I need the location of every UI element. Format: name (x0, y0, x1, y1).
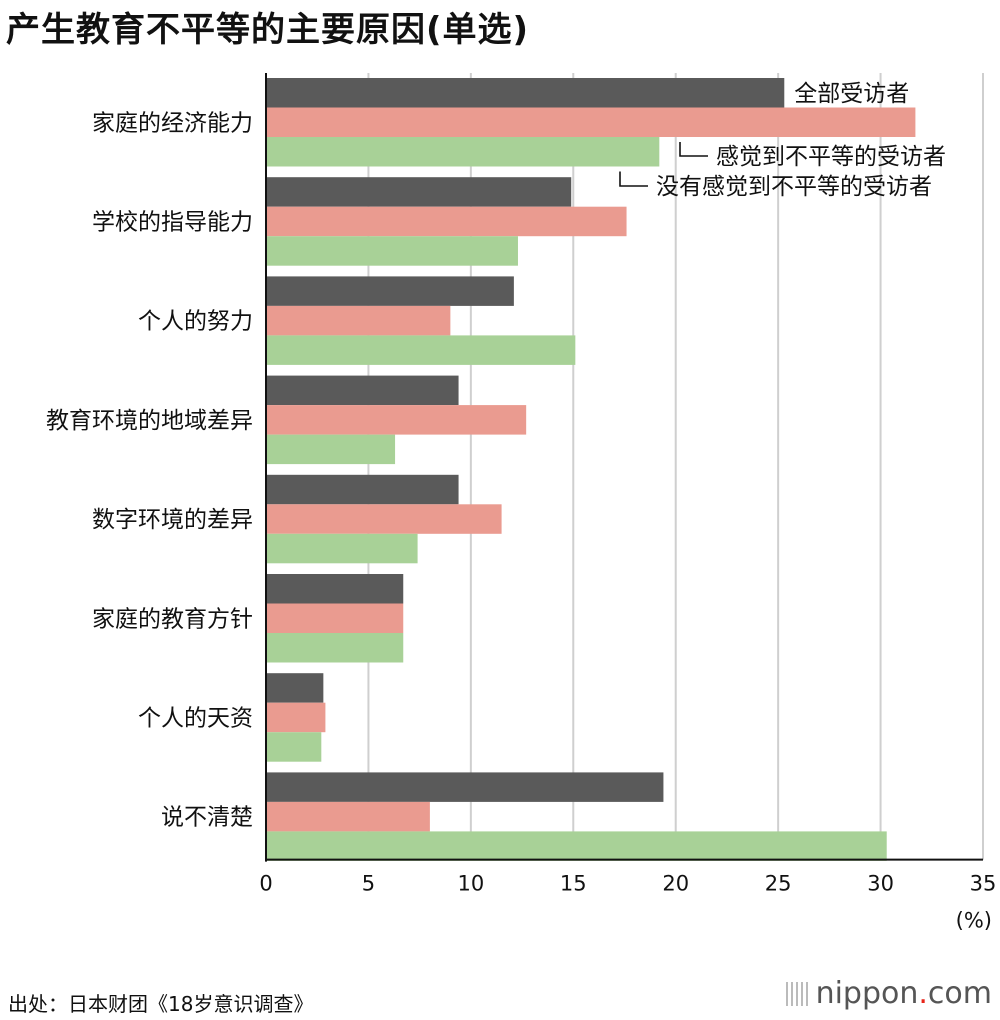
x-tick-label: 35 (970, 872, 997, 896)
x-tick-label: 15 (560, 872, 587, 896)
legend-label-felt: 感觉到不平等的受访者 (716, 144, 946, 170)
bar-chart: 0 5 10 15 20 25 30 35 (%) 家庭的经济能力学校的指导能力个人的努力教育环境… (46, 73, 997, 933)
x-tick-label: 30 (867, 872, 894, 896)
x-axis-unit-label: (%) (956, 909, 992, 933)
bar (266, 702, 326, 733)
bar (266, 673, 324, 703)
category-label: 家庭的教育方针 (92, 606, 253, 632)
x-tick-label: 20 (662, 872, 689, 896)
bar (266, 772, 664, 802)
bar (266, 206, 627, 237)
bar (266, 434, 396, 465)
legend-leader-line (619, 171, 648, 187)
bar (266, 732, 322, 762)
bar (266, 533, 418, 564)
category-label: 说不清楚 (161, 805, 253, 831)
x-tick-label: 0 (259, 872, 272, 896)
nippon-logo: nippon. com (785, 976, 992, 1011)
category-label: 家庭的经济能力 (92, 110, 253, 136)
source-note: 出处：日本财团《18岁意识调查》 (8, 992, 314, 1016)
category-label: 学校的指导能力 (92, 209, 253, 235)
category-label: 个人的天资 (138, 705, 253, 731)
bar (266, 137, 660, 167)
x-tick-label: 10 (457, 872, 484, 896)
legend-label-all: 全部受访者 (794, 81, 909, 107)
bar (266, 78, 785, 108)
logo-name: nippon (815, 976, 919, 1011)
bar (266, 574, 404, 604)
bar (266, 801, 430, 832)
bar (266, 305, 451, 336)
bar (266, 405, 527, 435)
bar (266, 831, 887, 861)
category-label: 数字环境的差异 (92, 507, 253, 533)
category-label: 个人的努力 (138, 309, 253, 335)
logo-dot: . (918, 976, 928, 1011)
logo-bars-icon (785, 981, 808, 1006)
category-label: 教育环境的地域差异 (46, 408, 253, 434)
bar (266, 474, 459, 505)
chart-title: 产生教育不平等的主要原因(单选) (6, 10, 530, 50)
logo-suffix: com (927, 976, 992, 1011)
bar (266, 107, 916, 137)
legend-label-not-felt: 没有感觉到不平等的受访者 (656, 174, 932, 200)
x-tick-label: 25 (765, 872, 792, 896)
x-tick-label: 5 (362, 872, 375, 896)
bar (266, 633, 404, 663)
bar (266, 335, 576, 365)
bar (266, 504, 502, 534)
bar (266, 276, 514, 306)
bar (266, 375, 459, 406)
legend-leader-line (679, 142, 708, 157)
bar (266, 236, 518, 266)
bar (266, 603, 404, 633)
bar (266, 177, 572, 207)
